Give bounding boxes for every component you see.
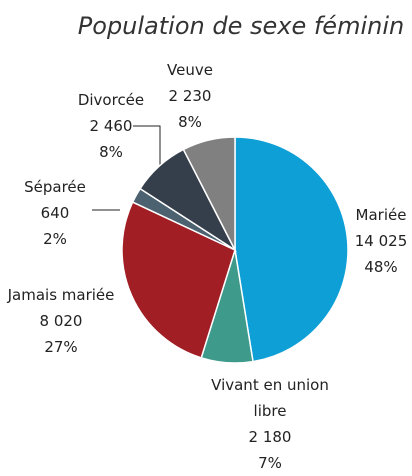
slice-label: Veuve 2 230 8%: [150, 57, 230, 135]
percent-label: 48%: [364, 258, 398, 276]
category-label: Veuve: [167, 61, 213, 79]
pie-slice: [234, 136, 349, 363]
page: {"chart_data": {"type": "pie", "title": …: [0, 12, 412, 472]
slice-label: Séparée 640 2%: [10, 174, 100, 252]
slice-label: Vivant en union libre 2 180 7%: [200, 372, 340, 476]
percent-label: 27%: [44, 338, 78, 356]
leader-line: [133, 125, 161, 166]
percent-label: 8%: [99, 143, 123, 161]
slice-label: Jamais mariée 8 020 27%: [0, 282, 126, 360]
percent-label: 7%: [258, 454, 282, 472]
category-label: Vivant en union libre: [211, 376, 329, 420]
chart-title: Population de sexe féminin: [77, 12, 405, 40]
value-label: 2 230: [168, 87, 212, 105]
category-label: Jamais mariée: [7, 286, 115, 304]
category-label: Mariée: [355, 206, 407, 224]
slice-label: Mariée 14 025 48%: [336, 202, 412, 280]
pie-slice: [182, 136, 236, 251]
value-label: 2 460: [89, 117, 133, 135]
slice-label: Divorcée 2 460 8%: [61, 87, 161, 165]
value-label: 2 180: [248, 428, 292, 446]
category-label: Séparée: [24, 178, 86, 196]
pie-slice: [121, 201, 236, 359]
value-label: 8 020: [39, 312, 83, 330]
percent-label: 2%: [43, 230, 67, 248]
value-label: 14 025: [354, 232, 408, 250]
category-label: Divorcée: [77, 91, 145, 109]
percent-label: 8%: [178, 113, 202, 131]
value-label: 640: [40, 204, 70, 222]
chart: [92, 125, 349, 364]
